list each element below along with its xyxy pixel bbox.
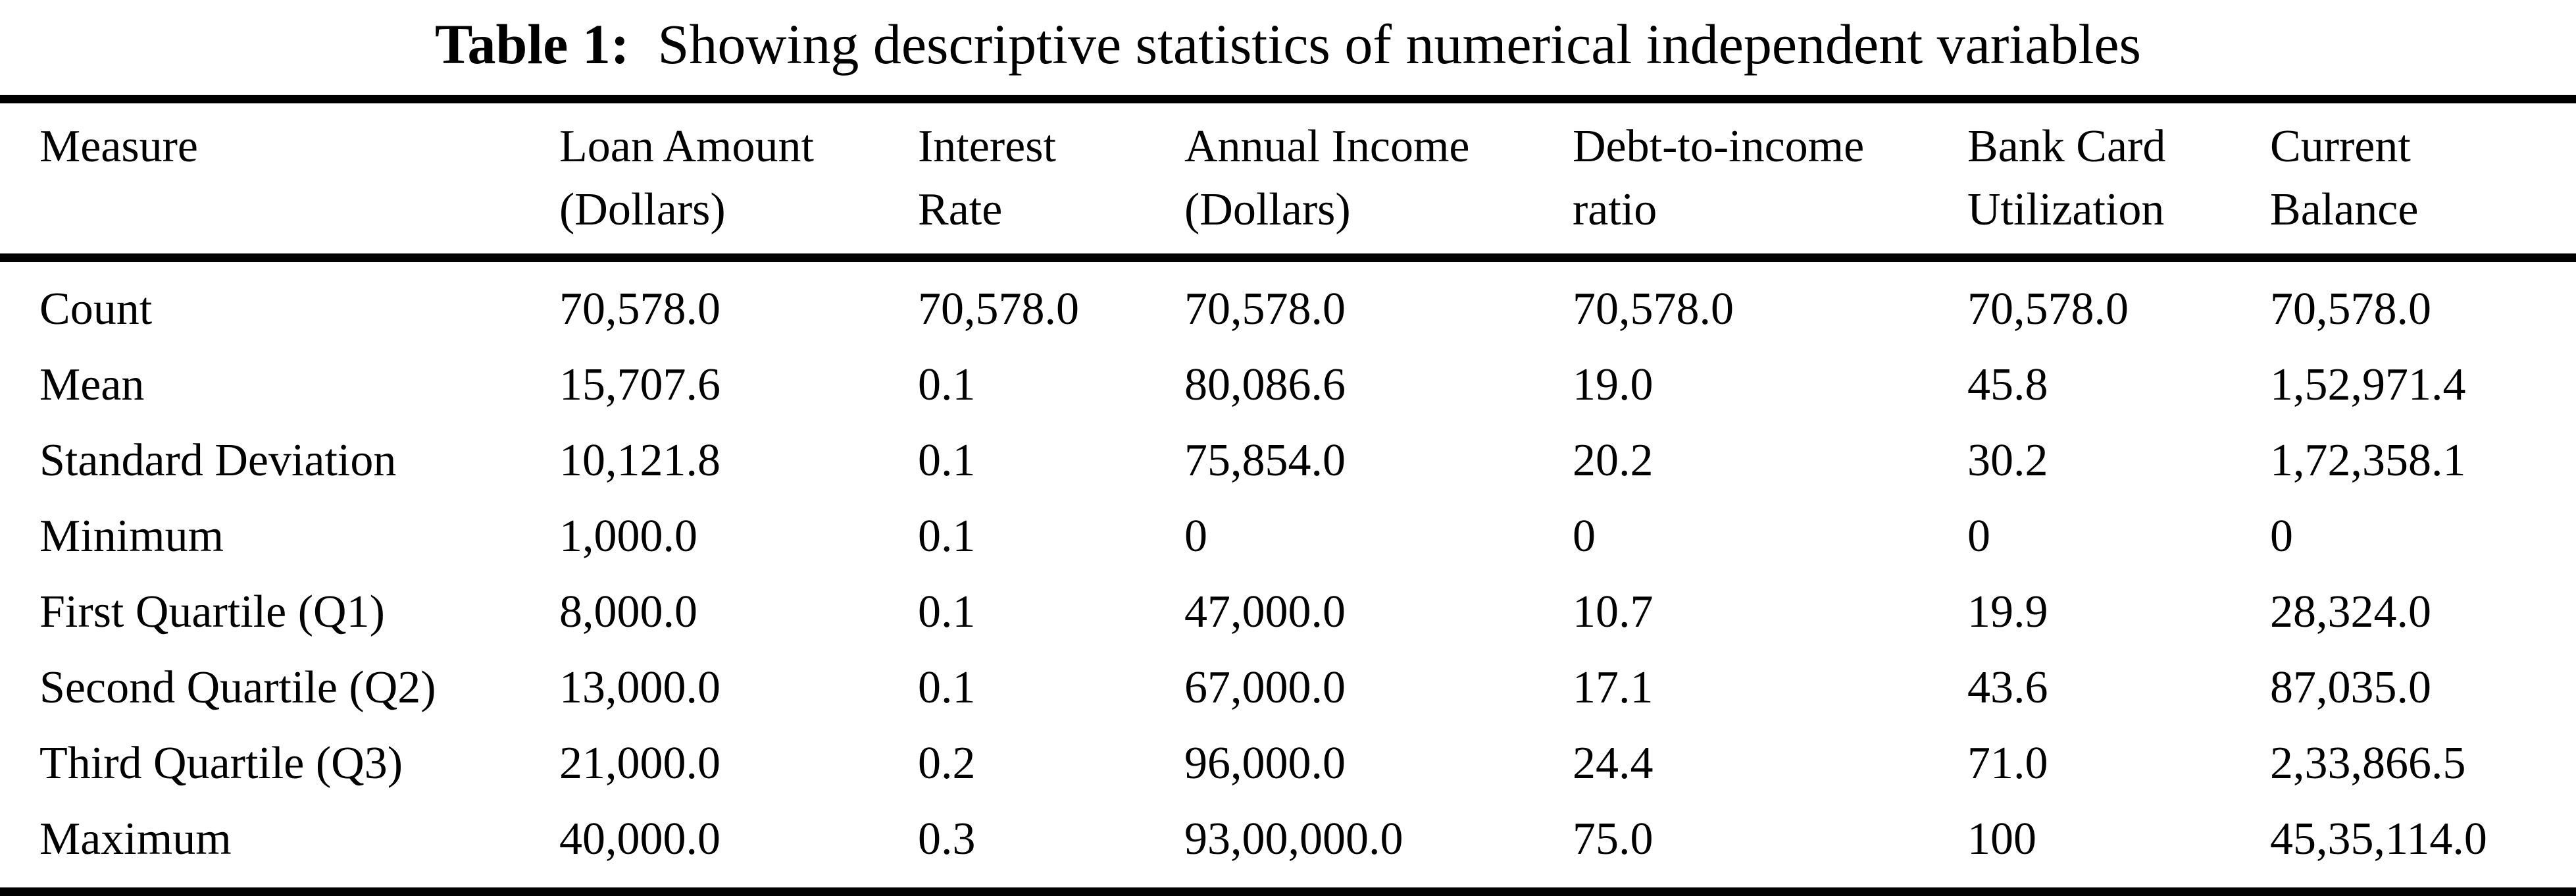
row-value: 80,086.6 (1184, 359, 1346, 410)
column-header: Interest Rate (918, 121, 1056, 235)
row-value: 0.1 (918, 586, 976, 637)
column-header: Current Balance (2270, 121, 2419, 235)
row-value: 40,000.0 (559, 813, 720, 864)
table-top-rule (0, 95, 2576, 103)
table-row: Mean 15,707.6 0.1 80,086.6 19.0 45.8 1,52,971.… (0, 347, 2576, 423)
row-value: 1,72,358.1 (2270, 435, 2466, 486)
row-value: 45.8 (1967, 359, 2048, 410)
row-measure-label: Standard Deviation (39, 435, 397, 486)
row-value: 75,854.0 (1184, 435, 1346, 486)
row-value: 1,52,971.4 (2270, 359, 2466, 410)
row-value: 17.1 (1573, 662, 1654, 713)
column-header: Annual Income (Dollars) (1184, 121, 1470, 235)
row-value: 45,35,114.0 (2270, 813, 2487, 864)
row-value: 70,578.0 (2270, 283, 2431, 334)
table-row: Standard Deviation 10,121.8 0.1 75,854.0 20.… (0, 423, 2576, 498)
row-value: 24.4 (1573, 737, 1654, 789)
column-header: Debt-to-income ratio (1573, 121, 1865, 235)
table-header-rule (0, 253, 2576, 262)
column-header: Loan Amount (Dollars) (559, 121, 814, 235)
row-value: 8,000.0 (559, 586, 697, 637)
row-value: 0.2 (918, 737, 976, 789)
table-bottom-rule (0, 887, 2576, 896)
row-value: 13,000.0 (559, 662, 720, 713)
row-value: 28,324.0 (2270, 586, 2431, 637)
table-body: Count 70,578.0 70,578.0 70,578.0 70,578.0 70,… (0, 262, 2576, 887)
row-measure-label: Maximum (39, 813, 232, 864)
row-value: 0.1 (918, 662, 976, 713)
row-value: 0.1 (918, 510, 976, 562)
row-value: 0 (2270, 510, 2293, 562)
row-measure-label: Third Quartile (Q3) (39, 737, 403, 789)
row-value: 30.2 (1967, 435, 2048, 486)
row-measure-label: Minimum (39, 510, 224, 562)
row-value: 21,000.0 (559, 737, 720, 789)
table-row: Minimum 1,000.0 0.1 0 0 0 0 (0, 498, 2576, 574)
row-value: 100 (1967, 813, 2036, 864)
row-value: 93,00,000.0 (1184, 813, 1403, 864)
table-caption-text (644, 13, 658, 76)
row-value: 10,121.8 (559, 435, 720, 486)
row-value: 0 (1184, 510, 1207, 562)
table-row: First Quartile (Q1) 8,000.0 0.1 47,000.0 10.… (0, 574, 2576, 650)
row-value: 70,578.0 (1184, 283, 1346, 334)
table-caption-label: Table 1: (434, 13, 630, 76)
row-measure-label: First Quartile (Q1) (39, 586, 385, 637)
row-value: 70,578.0 (1573, 283, 1734, 334)
table-row: Second Quartile (Q2) 13,000.0 0.1 67,000.0 1… (0, 650, 2576, 725)
row-value: 0.1 (918, 435, 976, 486)
row-value: 0 (1967, 510, 1990, 562)
row-value: 0 (1573, 510, 1596, 562)
row-value: 96,000.0 (1184, 737, 1346, 789)
row-value: 10.7 (1573, 586, 1654, 637)
row-value: 47,000.0 (1184, 586, 1346, 637)
row-value: 67,000.0 (1184, 662, 1346, 713)
table-row: Third Quartile (Q3) 21,000.0 0.2 96,000.0 24… (0, 725, 2576, 801)
table-caption: Table 1: Showing descriptive statistics … (0, 0, 2576, 95)
column-header: Measure (39, 121, 199, 172)
table-caption-body: Showing descriptive statistics of numeri… (657, 13, 2142, 76)
row-value: 0.3 (918, 813, 976, 864)
row-value: 1,000.0 (559, 510, 697, 562)
table-header-row: Measure Loan Amount (Dollars) Interest Rat… (0, 103, 2576, 253)
row-measure-label: Count (39, 283, 153, 334)
row-value: 20.2 (1573, 435, 1654, 486)
row-value: 15,707.6 (559, 359, 720, 410)
row-value: 19.9 (1967, 586, 2048, 637)
row-value: 2,33,866.5 (2270, 737, 2466, 789)
row-value: 87,035.0 (2270, 662, 2431, 713)
row-value: 0.1 (918, 359, 976, 410)
row-measure-label: Second Quartile (Q2) (39, 662, 436, 713)
row-measure-label: Mean (39, 359, 145, 410)
table-row: Count 70,578.0 70,578.0 70,578.0 70,578.0 70,… (0, 271, 2576, 347)
column-header: Bank Card Utilization (1967, 121, 2166, 235)
table-row: Maximum 40,000.0 0.3 93,00,000.0 75.0 100 45,3… (0, 801, 2576, 877)
row-value: 71.0 (1967, 737, 2048, 789)
row-value: 19.0 (1573, 359, 1654, 410)
row-value: 75.0 (1573, 813, 1654, 864)
row-value: 70,578.0 (1967, 283, 2129, 334)
row-value: 70,578.0 (918, 283, 1079, 334)
row-value: 43.6 (1967, 662, 2048, 713)
row-value: 70,578.0 (559, 283, 720, 334)
